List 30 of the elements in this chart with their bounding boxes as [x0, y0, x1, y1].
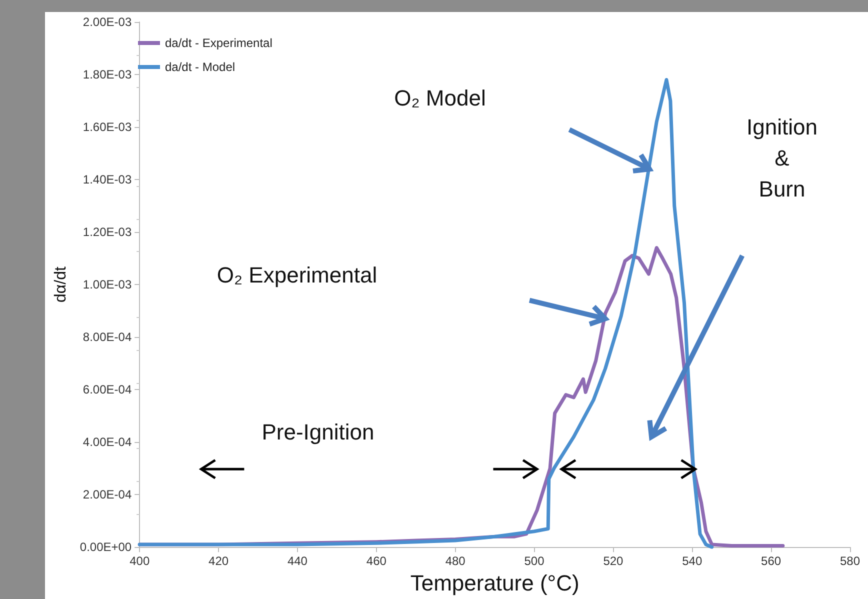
y-tick-label: 1.40E-03 [82, 172, 132, 187]
x-tick-label: 540 [682, 554, 702, 568]
y-tick-label: 4.00E-04 [82, 435, 132, 450]
annotation: O₂ Experimental [216, 262, 378, 288]
y-tick-label: 1.00E-03 [82, 278, 132, 292]
y-tick-label: 1.20E-03 [82, 225, 132, 240]
x-tick-label: 480 [445, 554, 466, 568]
y-tick-label: 1.80E-03 [82, 68, 132, 82]
x-tick-label: 400 [130, 554, 150, 568]
y-tick-label: 2.00E-04 [82, 488, 132, 502]
y-tick-label: 1.60E-03 [82, 120, 132, 134]
x-tick-label: 500 [524, 554, 545, 568]
x-tick-label: 580 [840, 554, 860, 568]
annotation: Pre-Ignition [262, 420, 374, 444]
annotation: Ignition & Burn [746, 114, 818, 202]
x-tick-label: 520 [603, 554, 624, 568]
legend-label: da/dt - Model [165, 60, 236, 74]
y-tick-label: 6.00E-04 [82, 382, 132, 397]
y-tick-label: 8.00E-04 [82, 330, 132, 344]
x-axis-title: Temperature (°C) [410, 570, 580, 596]
x-tick-label: 420 [208, 554, 229, 568]
annotation: O₂ Model [394, 86, 486, 110]
line-series [138, 78, 714, 549]
x-tick-label: 460 [366, 554, 387, 568]
y-tick-label: 2.00E-03 [82, 15, 132, 29]
x-tick-label: 440 [287, 554, 308, 568]
y-axis-title: dα/dt [52, 266, 70, 303]
legend-label: da/dt - Experimental [165, 36, 272, 50]
x-tick-label: 560 [761, 554, 782, 568]
y-tick-label: 0.00E+00 [80, 540, 132, 554]
